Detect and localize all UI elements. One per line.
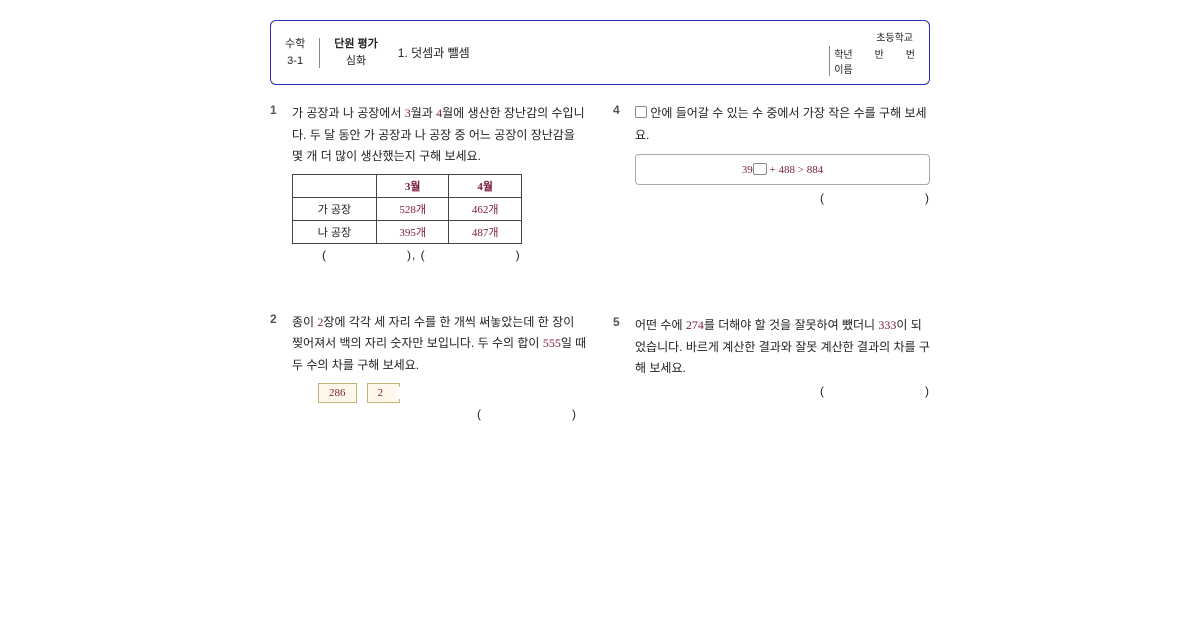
right-column: 4 안에 들어갈 수 있는 수 중에서 가장 작은 수를 구해 보세요. 39 …	[613, 103, 930, 451]
problem-5: 5 어떤 수에 274를 더해야 할 것을 잘못하여 뺐더니 333이 되었습니…	[613, 315, 930, 398]
worksheet-page: 수학 3-1 단원 평가 심화 1. 덧셈과 뺄셈 초등학교 학년 반 번	[270, 20, 930, 451]
assess-line1: 단원 평가	[334, 36, 378, 53]
subject-line1: 수학	[285, 36, 305, 53]
answer-blank: ( )	[635, 191, 930, 205]
table-row: 3월 4월	[293, 174, 522, 197]
name-label: 이름	[834, 61, 852, 76]
problem-text: 종이 2장에 각각 세 자리 수를 한 개씩 써놓았는데 한 장이 찢어져서 백…	[292, 312, 587, 377]
school-label: 초등학교	[876, 33, 913, 44]
header-right: 초등학교 학년 반 번 이름	[829, 29, 915, 76]
table-cell: 487개	[449, 220, 522, 243]
table-cell: 462개	[449, 197, 522, 220]
assess-line2: 심화	[334, 53, 378, 70]
table-cell: 가 공장	[293, 197, 377, 220]
problem-2: 2 종이 2장에 각각 세 자리 수를 한 개씩 써놓았는데 한 장이 찢어져서…	[270, 312, 587, 421]
subject-line2: 3-1	[285, 53, 305, 70]
subject-col: 수학 3-1	[285, 36, 305, 69]
header-left: 수학 3-1 단원 평가 심화	[285, 36, 378, 69]
problem-number: 4	[613, 103, 627, 205]
assessment-col: 단원 평가 심화	[334, 36, 378, 69]
problem-columns: 1 가 공장과 나 공장에서 3월과 4월에 생산한 장난감의 수입니다. 두 …	[270, 103, 930, 451]
divider	[829, 46, 830, 76]
student-info: 초등학교 학년 반 번 이름	[834, 29, 915, 76]
table-row: 가 공장 528개 462개	[293, 197, 522, 220]
problem-number: 2	[270, 312, 284, 421]
class-label: 반	[875, 46, 884, 61]
table-header: 4월	[449, 174, 522, 197]
problem-1: 1 가 공장과 나 공장에서 3월과 4월에 생산한 장난감의 수입니다. 두 …	[270, 103, 587, 262]
expression-box: 39 + 488 > 884	[635, 154, 930, 185]
unit-title: 1. 덧셈과 뺄셈	[398, 44, 470, 61]
grade-label: 학년	[834, 46, 852, 61]
blank-box-icon	[635, 106, 647, 118]
name-row: 이름	[834, 61, 915, 76]
card-torn: 2	[367, 383, 401, 403]
num-label: 번	[906, 46, 915, 61]
problem-body: 안에 들어갈 수 있는 수 중에서 가장 작은 수를 구해 보세요. 39 + …	[635, 103, 930, 205]
table-header	[293, 174, 377, 197]
problem-4: 4 안에 들어갈 수 있는 수 중에서 가장 작은 수를 구해 보세요. 39 …	[613, 103, 930, 205]
card-full: 286	[318, 383, 357, 403]
paper-cards: 286 2	[318, 383, 587, 403]
table-cell: 나 공장	[293, 220, 377, 243]
blank-box-icon	[753, 163, 767, 175]
table-cell: 395개	[376, 220, 449, 243]
problem-body: 어떤 수에 274를 더해야 할 것을 잘못하여 뺐더니 333이 되었습니다.…	[635, 315, 930, 398]
table-cell: 528개	[376, 197, 449, 220]
problem-body: 종이 2장에 각각 세 자리 수를 한 개씩 써놓았는데 한 장이 찢어져서 백…	[292, 312, 587, 421]
divider	[319, 38, 320, 68]
header-box: 수학 3-1 단원 평가 심화 1. 덧셈과 뺄셈 초등학교 학년 반 번	[270, 20, 930, 85]
table-header: 3월	[376, 174, 449, 197]
production-table: 3월 4월 가 공장 528개 462개 나 공장 395개 487개	[292, 174, 522, 244]
problem-number: 1	[270, 103, 284, 262]
problem-text: 안에 들어갈 수 있는 수 중에서 가장 작은 수를 구해 보세요.	[635, 103, 930, 146]
problem-text: 가 공장과 나 공장에서 3월과 4월에 생산한 장난감의 수입니다. 두 달 …	[292, 103, 587, 168]
problem-text: 어떤 수에 274를 더해야 할 것을 잘못하여 뺐더니 333이 되었습니다.…	[635, 315, 930, 380]
problem-number: 5	[613, 315, 627, 398]
left-column: 1 가 공장과 나 공장에서 3월과 4월에 생산한 장난감의 수입니다. 두 …	[270, 103, 587, 451]
answer-blank: ( ), ( )	[292, 248, 587, 262]
grade-row: 학년 반 번	[834, 46, 915, 61]
table-row: 나 공장 395개 487개	[293, 220, 522, 243]
answer-blank: ( )	[292, 407, 587, 421]
problem-body: 가 공장과 나 공장에서 3월과 4월에 생산한 장난감의 수입니다. 두 달 …	[292, 103, 587, 262]
answer-blank: ( )	[635, 384, 930, 398]
